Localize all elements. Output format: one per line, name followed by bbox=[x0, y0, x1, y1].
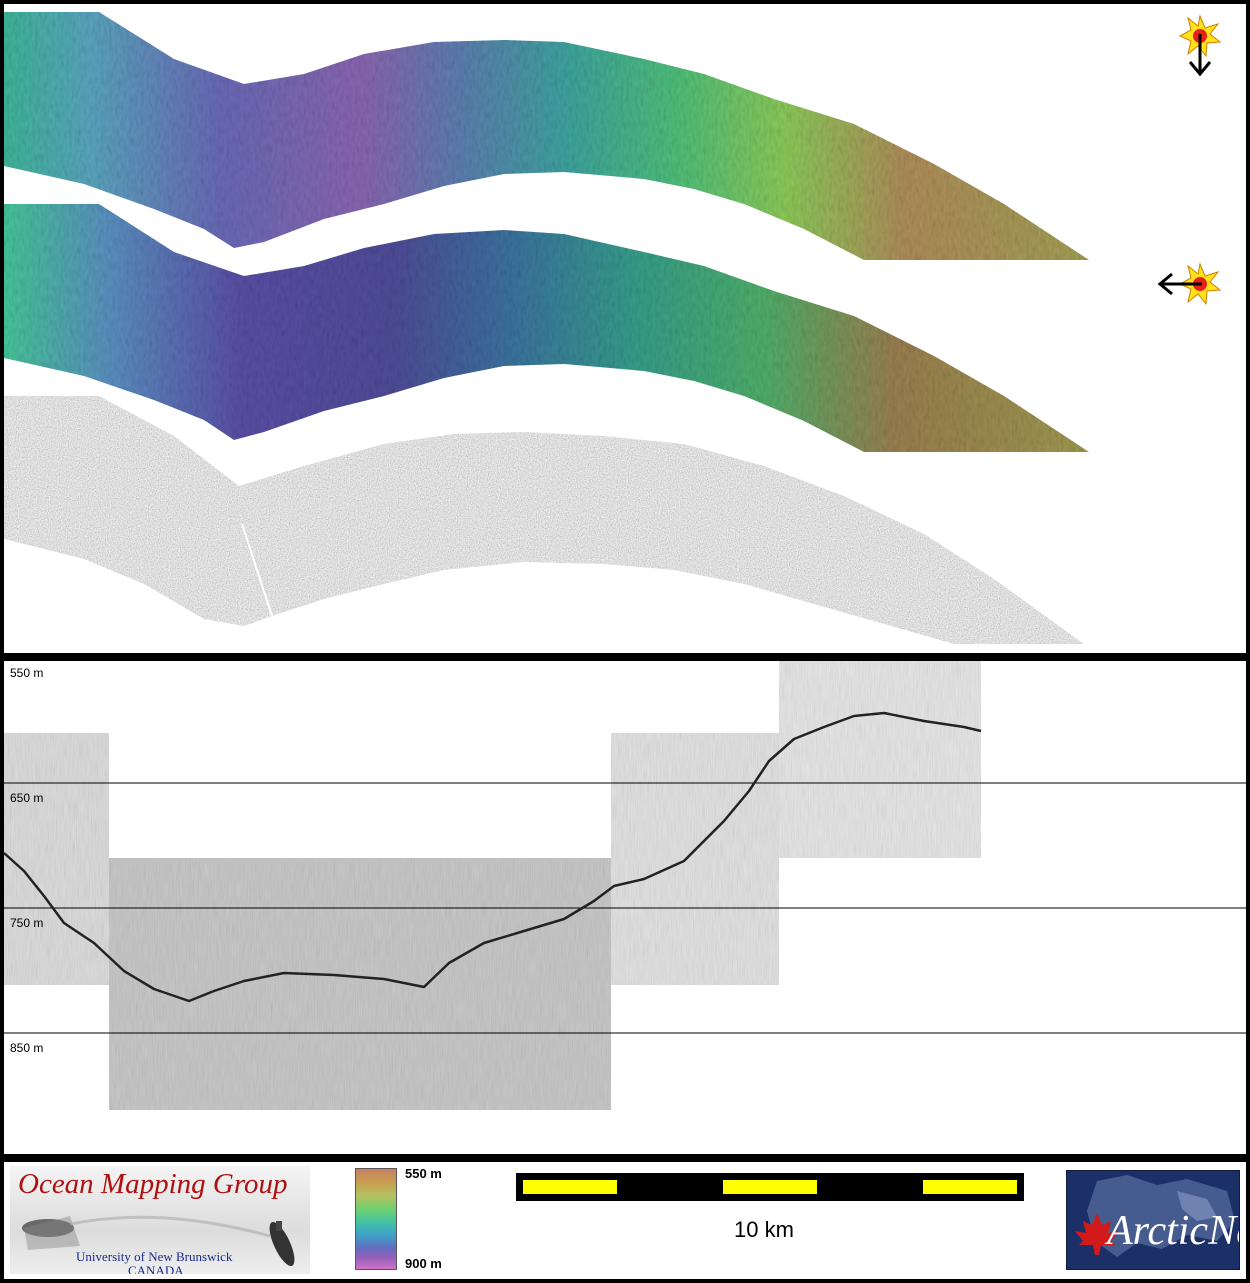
depth-label-650: 650 m bbox=[10, 791, 43, 805]
depth-colorbar bbox=[355, 1168, 397, 1270]
arcticnet-logo: ArcticNet bbox=[1066, 1170, 1240, 1270]
echogram-blocks bbox=[4, 661, 981, 1110]
depth-label-750: 750 m bbox=[10, 916, 43, 930]
multibeam-fan-icon bbox=[22, 1215, 295, 1267]
scale-bar-label: 10 km bbox=[734, 1217, 794, 1242]
illumination-arrow-left-icon bbox=[1157, 272, 1202, 296]
omg-title: Ocean Mapping Group bbox=[18, 1168, 288, 1200]
backscatter-swath bbox=[4, 396, 1084, 644]
depth-label-850: 850 m bbox=[10, 1041, 43, 1055]
arcticnet-wordmark: ArcticNet bbox=[1107, 1208, 1239, 1254]
subbottom-profile-panel: 550 m 650 m 750 m 850 m bbox=[4, 661, 1246, 1154]
backscatter-seam bbox=[241, 523, 273, 617]
scale-segment bbox=[723, 1180, 817, 1194]
maple-leaf-icon bbox=[1075, 1213, 1119, 1255]
bathymetry-swath-east-illuminated bbox=[4, 204, 1089, 452]
omg-university: University of New Brunswick bbox=[76, 1249, 233, 1264]
depth-label-550: 550 m bbox=[10, 666, 43, 680]
colorbar-top-label: 550 m bbox=[405, 1166, 442, 1181]
colorbar-bottom-label: 900 m bbox=[405, 1256, 442, 1271]
scale-segment bbox=[523, 1180, 617, 1194]
seafloor-reflector bbox=[4, 711, 982, 1003]
arctic-map-icon bbox=[1075, 1175, 1235, 1257]
scale-segment bbox=[923, 1180, 1017, 1194]
bathymetry-swath-north-illuminated bbox=[4, 12, 1089, 260]
submarine-icon bbox=[269, 1221, 295, 1267]
depth-gridlines bbox=[4, 782, 1246, 1034]
subbottom-profile: 550 m 650 m 750 m 850 m bbox=[4, 661, 1246, 1110]
footer-panel: Ocean Mapping Group University of New Br… bbox=[4, 1162, 1246, 1279]
bathymetry-maps-panel bbox=[4, 4, 1246, 653]
scale-bar bbox=[516, 1173, 1024, 1201]
ocean-mapping-group-logo: Ocean Mapping Group University of New Br… bbox=[10, 1166, 310, 1274]
omg-country: CANADA bbox=[128, 1263, 184, 1274]
bathymetry-maps bbox=[4, 12, 1222, 644]
illumination-arrow-down-icon bbox=[1188, 34, 1212, 77]
